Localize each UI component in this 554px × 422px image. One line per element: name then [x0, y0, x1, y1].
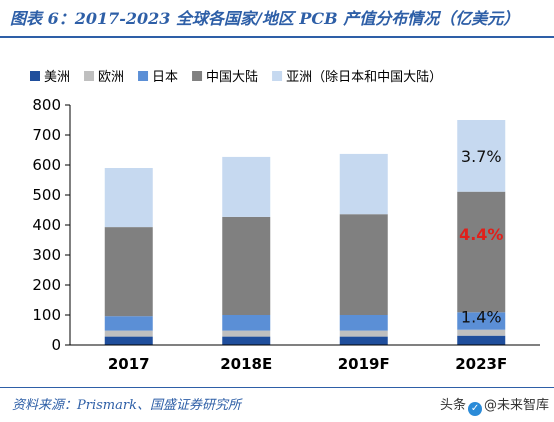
watermark-logo-icon: ✓ [468, 402, 483, 416]
watermark-handle: @未来智库 [484, 398, 550, 413]
bar-segment [339, 153, 388, 215]
y-tick-label: 0 [51, 336, 61, 354]
x-axis: 2017 2018E 2019F 2023F [70, 344, 540, 373]
bar-segment [222, 216, 271, 315]
bar-segment [222, 315, 271, 331]
y-tick-label: 800 [32, 96, 61, 114]
chart-title: 图表 6：2017-2023 全球各国家/地区 PCB 产值分布情况（亿美元） [10, 9, 520, 28]
x-tick-label: 2023F [455, 355, 507, 373]
x-tick-label: 2018E [220, 355, 272, 373]
bar-segment [104, 316, 153, 331]
bar-segment [457, 312, 506, 330]
x-tick-label: 2019F [338, 355, 390, 373]
y-tick-label: 500 [32, 186, 61, 204]
x-tick-label: 2017 [108, 355, 150, 373]
bar-segment [222, 330, 271, 337]
y-tick-label: 300 [32, 246, 61, 264]
title-rule [0, 36, 554, 38]
bar-segment [222, 156, 271, 217]
bar-segment [104, 227, 153, 317]
bar-segment [339, 315, 388, 331]
cagr-annotation: 3.7% [461, 147, 502, 166]
legend-swatch [192, 71, 203, 81]
y-tick-label: 600 [32, 156, 61, 174]
bar-segment [457, 329, 506, 336]
legend-swatch [272, 71, 283, 81]
stacked-bar-chart: 美洲 欧洲 日本 中国大陆 亚洲（除日本和中国大陆） 0 100 200 300 400 500 6… [30, 69, 540, 373]
bar-segment [104, 336, 153, 345]
legend-swatch [138, 71, 149, 81]
y-axis: 0 100 200 300 400 500 600 700 800 [32, 96, 71, 354]
watermark: 头条 ✓ @未来智库 [440, 394, 549, 416]
y-tick-label: 200 [32, 276, 61, 294]
source-note: 资料来源：Prismark、国盛证券研究所 [12, 398, 241, 413]
bar-segment [457, 120, 506, 192]
legend-label: 日本 [152, 70, 178, 85]
bar-segment [104, 330, 153, 337]
bar-segment [339, 330, 388, 337]
bar-segment [457, 191, 506, 313]
cagr-annotation: 4.4% [459, 225, 503, 244]
bar-series [104, 120, 506, 345]
y-tick-label: 100 [32, 306, 61, 324]
legend-swatch [30, 71, 40, 81]
bar-segment [339, 336, 388, 345]
legend-swatch [84, 71, 95, 81]
bar-segment [339, 214, 388, 315]
legend-label: 亚洲（除日本和中国大陆） [286, 69, 442, 85]
source-rule [0, 387, 554, 388]
chart-legend: 美洲 欧洲 日本 中国大陆 亚洲（除日本和中国大陆） [30, 69, 442, 85]
y-tick-label: 400 [32, 216, 61, 234]
legend-label: 美洲 [44, 70, 70, 85]
watermark-prefix: 头条 [440, 398, 467, 413]
legend-label: 中国大陆 [206, 69, 258, 85]
bar-segment [222, 336, 271, 345]
cagr-annotation: 1.4% [461, 308, 502, 327]
bar-segment [457, 335, 506, 345]
bar-segment [104, 168, 153, 228]
legend-label: 欧洲 [98, 70, 124, 85]
y-tick-label: 700 [32, 126, 61, 144]
chart-annotations: 3.7% 4.4% 1.4% [459, 147, 503, 327]
